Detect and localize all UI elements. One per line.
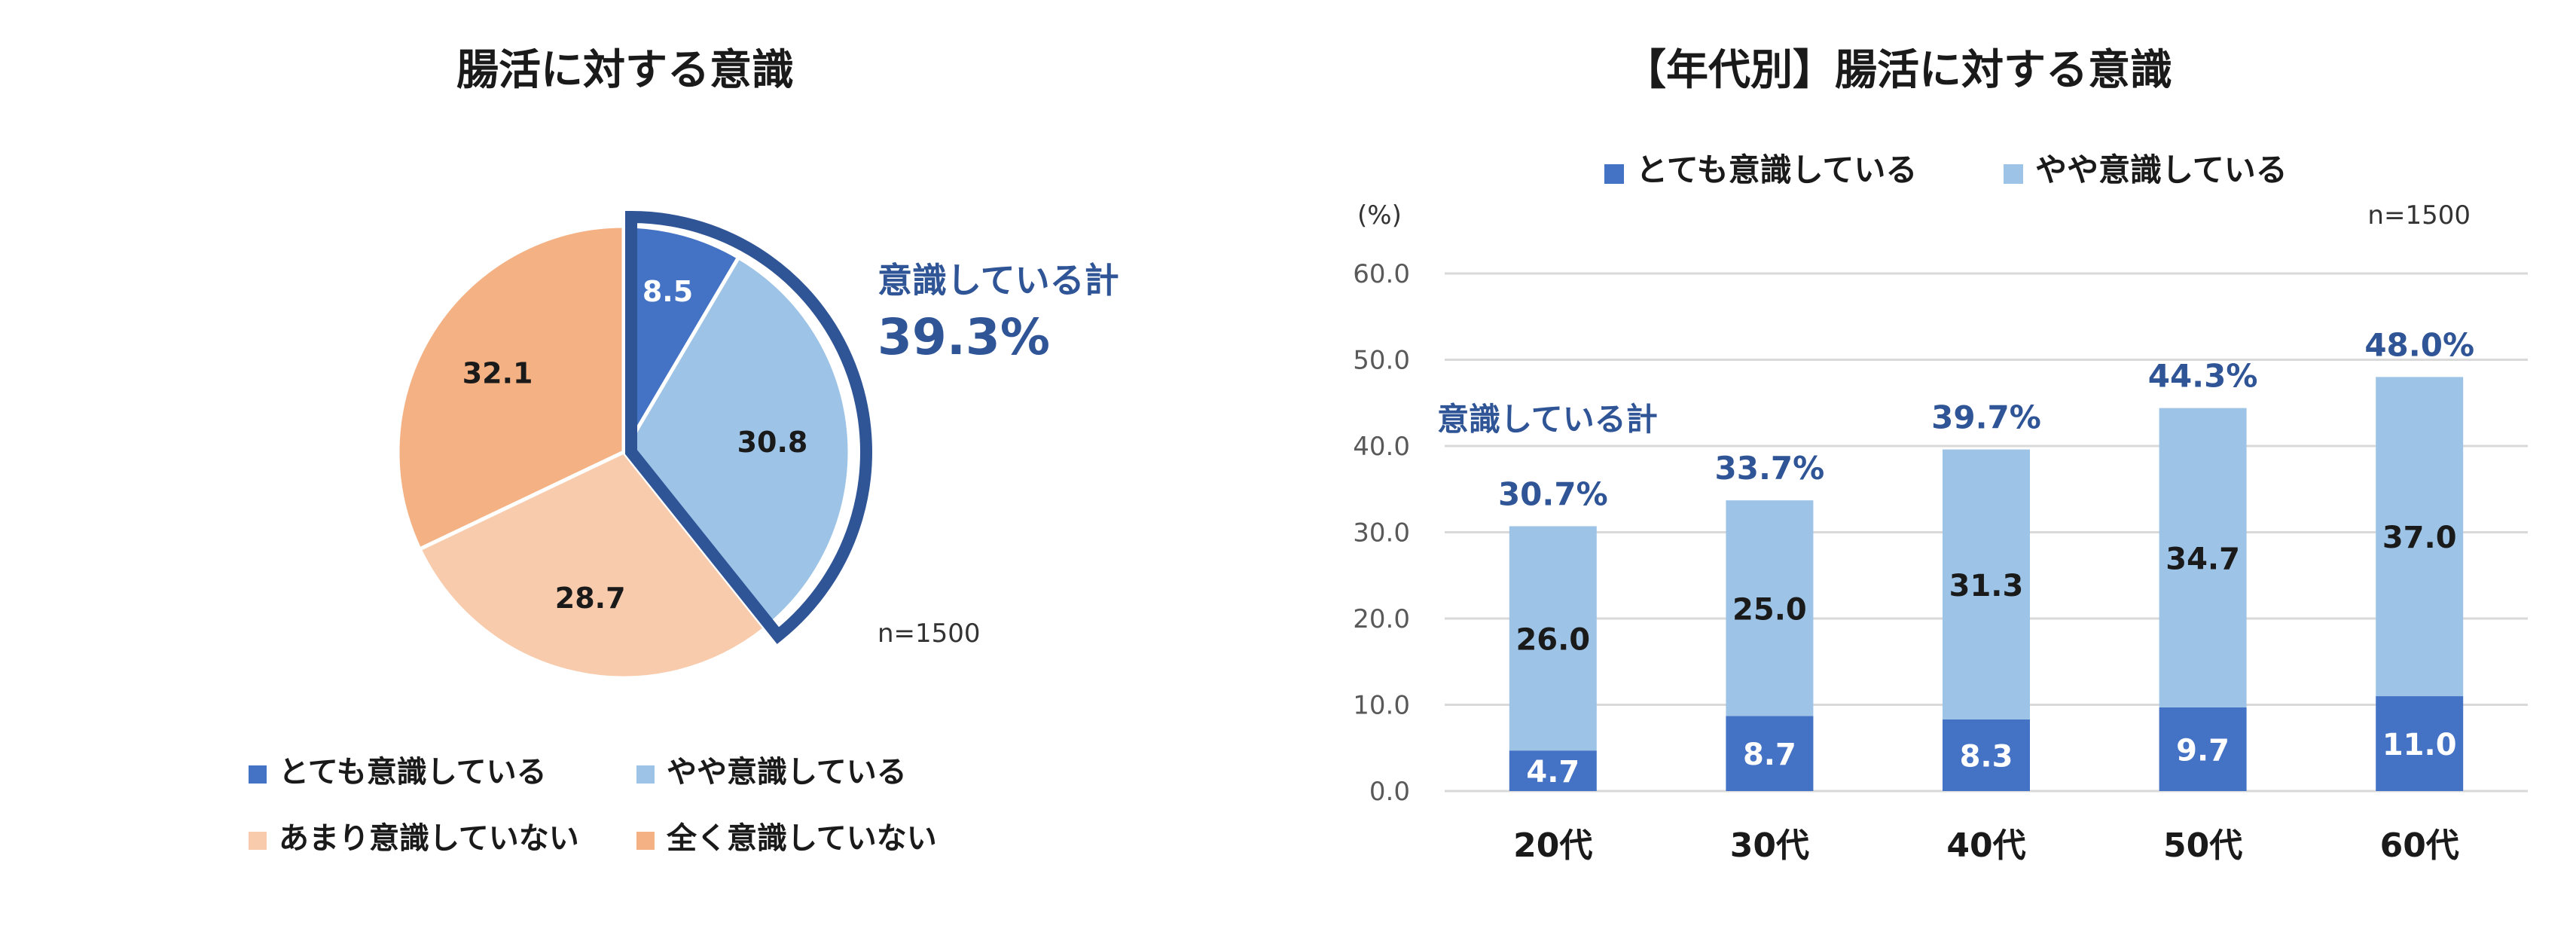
- pie-slice-label: 28.7: [555, 582, 626, 615]
- bar-series: 4.7 26.0 30.7% 8.7 25.0 33.7% 8.3 31.3 39.7% 9.7 3…: [1498, 326, 2474, 791]
- pie-slice-label: 30.8: [737, 426, 808, 459]
- bar-total-label: 33.7%: [1715, 450, 1825, 487]
- x-axis-labels: 20代 30代 40代 50代 60代: [1513, 826, 2459, 865]
- pie-slices: [395, 210, 872, 680]
- y-tick-label: 10.0: [1353, 691, 1410, 721]
- y-tick-label: 20.0: [1353, 604, 1410, 634]
- legend-somewhat-conscious: やや意識している: [2004, 151, 2288, 188]
- legend-label: あまり意識していない: [279, 821, 579, 856]
- legend-not-very-conscious: あまり意識していない: [249, 821, 579, 856]
- y-axis-ticks: 0.0 10.0 20.0 30.0 40.0 50.0 60.0: [1353, 259, 1410, 807]
- legend-very-conscious: とても意識している: [249, 755, 547, 790]
- legend-swatch: [1604, 164, 1624, 184]
- x-tick-label: 20代: [1513, 826, 1592, 865]
- bar-value-label: 31.3: [1949, 569, 2024, 603]
- bar-segment-somewhat-conscious: [1726, 500, 1814, 716]
- bar-value-label: 4.7: [1526, 755, 1579, 790]
- pie-slice-label: 32.1: [462, 356, 533, 389]
- y-tick-label: 40.0: [1353, 432, 1410, 462]
- bar-title: 【年代別】腸活に対する意識: [1624, 46, 2172, 95]
- bar-value-label: 8.7: [1743, 738, 1796, 772]
- bar-value-label: 37.0: [2382, 521, 2457, 555]
- bar-value-label: 34.7: [2165, 542, 2240, 576]
- bar-segment-very-conscious: [1509, 750, 1597, 791]
- bar-segment-very-conscious: [1726, 716, 1814, 791]
- legend-label: とても意識している: [279, 755, 547, 790]
- legend-somewhat-conscious: やや意識している: [636, 755, 907, 790]
- pie-slice-not-at-all-conscious: [395, 224, 626, 552]
- bar-total-label: 30.7%: [1498, 475, 1608, 512]
- x-tick-label: 60代: [2380, 826, 2459, 865]
- pie-highlight-outline: [625, 210, 872, 644]
- y-tick-label: 0.0: [1369, 777, 1410, 807]
- pie-sample-size: n=1500: [877, 619, 981, 649]
- bar-total-label: 39.7%: [1931, 399, 2041, 436]
- legend-swatch: [249, 832, 267, 850]
- bar-value-label: 11.0: [2382, 728, 2457, 762]
- pie-title: 腸活に対する意識: [456, 46, 794, 95]
- legend-label: やや意識している: [2035, 151, 2288, 188]
- bar-value-label: 26.0: [1515, 622, 1590, 657]
- y-axis-unit: (%): [1357, 200, 1402, 231]
- y-tick-label: 30.0: [1353, 518, 1410, 548]
- legend-label: 全く意識していない: [666, 821, 937, 856]
- legend-swatch: [2004, 164, 2023, 184]
- legend-swatch: [249, 765, 267, 784]
- legend-very-conscious: とても意識している: [1604, 151, 1917, 188]
- bar-segment-somewhat-conscious: [1943, 449, 2030, 719]
- x-tick-label: 30代: [1730, 826, 1809, 865]
- pie-chart: 腸活に対する意識 8.5 30.8 28.7 32.1 意識している計 39.3% n…: [249, 46, 1119, 856]
- bar-segment-very-conscious: [1943, 719, 2030, 791]
- bar-segment-somewhat-conscious: [1509, 526, 1597, 751]
- bar-total-label: 48.0%: [2364, 326, 2474, 363]
- bar-value-label: 25.0: [1732, 592, 1807, 627]
- legend-swatch: [636, 765, 655, 784]
- pie-highlight-value: 39.3%: [877, 308, 1050, 366]
- pie-slice-labels: 8.5 30.8 28.7 32.1: [462, 275, 808, 615]
- bar-value-label: 9.7: [2176, 733, 2230, 768]
- bar-value-label: 8.3: [1960, 739, 2013, 774]
- bar-group-50代: 9.7 34.7 44.3%: [2148, 358, 2258, 791]
- bar-sample-size: n=1500: [2367, 200, 2471, 231]
- x-tick-label: 50代: [2163, 826, 2242, 865]
- bar-segment-somewhat-conscious: [2159, 408, 2247, 707]
- x-tick-label: 40代: [1946, 826, 2025, 865]
- bar-group-60代: 11.0 37.0 48.0%: [2364, 326, 2474, 791]
- bar-segment-somewhat-conscious: [2376, 377, 2464, 697]
- bar-group-40代: 8.3 31.3 39.7%: [1931, 399, 2041, 791]
- pie-highlight-label: 意識している計: [877, 260, 1119, 301]
- legend-label: とても意識している: [1636, 151, 1917, 188]
- bar-group-20代: 4.7 26.0 30.7%: [1498, 475, 1608, 791]
- pie-slice-label: 8.5: [642, 275, 693, 308]
- y-tick-label: 60.0: [1353, 259, 1410, 289]
- legend-not-at-all-conscious: 全く意識していない: [636, 821, 937, 856]
- bar-group-30代: 8.7 25.0 33.7%: [1715, 450, 1825, 791]
- legend-label: やや意識している: [667, 755, 907, 790]
- bar-legend: とても意識している やや意識している: [1604, 151, 2288, 188]
- bar-total-label: 44.3%: [2148, 358, 2258, 395]
- bar-segment-very-conscious: [2159, 707, 2247, 791]
- bar-chart: 【年代別】腸活に対する意識 とても意識している やや意識している (%) n=15…: [1353, 46, 2528, 865]
- pie-slice-somewhat-conscious: [621, 255, 852, 631]
- y-tick-label: 50.0: [1353, 346, 1410, 376]
- legend-swatch: [636, 832, 655, 850]
- bar-segment-very-conscious: [2376, 696, 2464, 791]
- bar-total-caption: 意識している計: [1437, 401, 1658, 438]
